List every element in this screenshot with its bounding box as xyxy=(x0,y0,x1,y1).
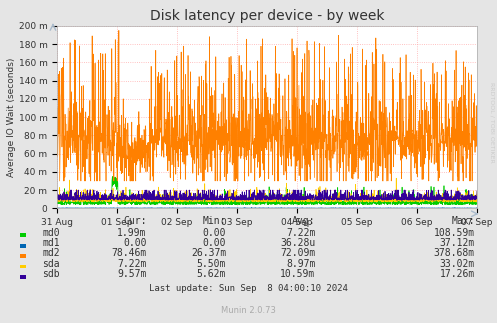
Y-axis label: Average IO Wait (seconds): Average IO Wait (seconds) xyxy=(7,57,16,177)
Text: 0.00: 0.00 xyxy=(203,228,226,238)
Text: 378.68m: 378.68m xyxy=(433,248,475,258)
Text: 7.22m: 7.22m xyxy=(286,228,316,238)
Text: 78.46m: 78.46m xyxy=(111,248,147,258)
Text: 36.28u: 36.28u xyxy=(280,238,316,248)
Text: Cur:: Cur: xyxy=(123,216,147,226)
Text: 10.59m: 10.59m xyxy=(280,269,316,279)
Text: 1.99m: 1.99m xyxy=(117,228,147,238)
Text: 37.12m: 37.12m xyxy=(439,238,475,248)
Text: 17.26m: 17.26m xyxy=(439,269,475,279)
Text: 7.22m: 7.22m xyxy=(117,259,147,269)
Text: 33.02m: 33.02m xyxy=(439,259,475,269)
Text: sdb: sdb xyxy=(42,269,60,279)
Text: Min:: Min: xyxy=(203,216,226,226)
Text: 0.00: 0.00 xyxy=(203,238,226,248)
Text: 9.57m: 9.57m xyxy=(117,269,147,279)
Text: 108.59m: 108.59m xyxy=(433,228,475,238)
Text: md1: md1 xyxy=(42,238,60,248)
Title: Disk latency per device - by week: Disk latency per device - by week xyxy=(150,9,384,23)
Text: md2: md2 xyxy=(42,248,60,258)
Text: 8.97m: 8.97m xyxy=(286,259,316,269)
Text: Last update: Sun Sep  8 04:00:10 2024: Last update: Sun Sep 8 04:00:10 2024 xyxy=(149,284,348,293)
Text: Munin 2.0.73: Munin 2.0.73 xyxy=(221,306,276,315)
Text: Avg:: Avg: xyxy=(292,216,316,226)
Text: Max:: Max: xyxy=(451,216,475,226)
Text: md0: md0 xyxy=(42,228,60,238)
Text: 26.37m: 26.37m xyxy=(191,248,226,258)
Text: RRDTOOL / TOBI OETIKER: RRDTOOL / TOBI OETIKER xyxy=(490,82,495,163)
Text: 72.09m: 72.09m xyxy=(280,248,316,258)
Text: 5.62m: 5.62m xyxy=(197,269,226,279)
Text: 5.50m: 5.50m xyxy=(197,259,226,269)
Text: sda: sda xyxy=(42,259,60,269)
Text: 0.00: 0.00 xyxy=(123,238,147,248)
